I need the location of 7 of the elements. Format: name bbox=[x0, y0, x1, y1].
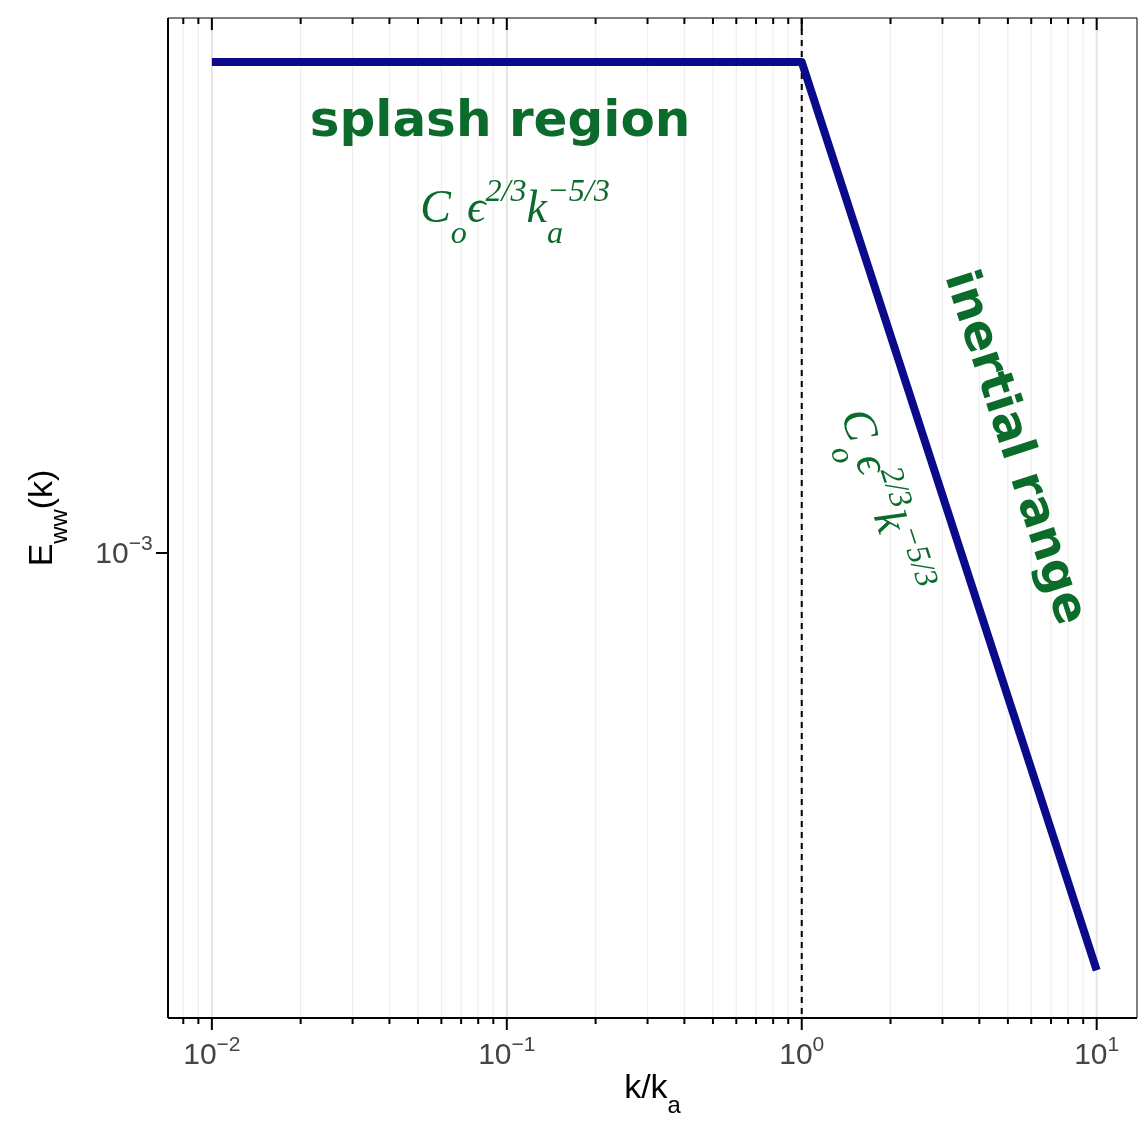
x-axis-title: k/k$_{a}$ bbox=[624, 1067, 682, 1119]
x-tick-label: 10$^{−2}$ bbox=[183, 1031, 241, 1070]
x-tick-label: 10$^{0}$ bbox=[779, 1031, 825, 1070]
x-tick-label: 10$^{1}$ bbox=[1074, 1031, 1120, 1070]
annotation: splash region bbox=[309, 90, 691, 148]
text: 10$^{−3}$ bbox=[95, 530, 153, 569]
x-tick-label: 10$^{−1}$ bbox=[478, 1031, 536, 1070]
